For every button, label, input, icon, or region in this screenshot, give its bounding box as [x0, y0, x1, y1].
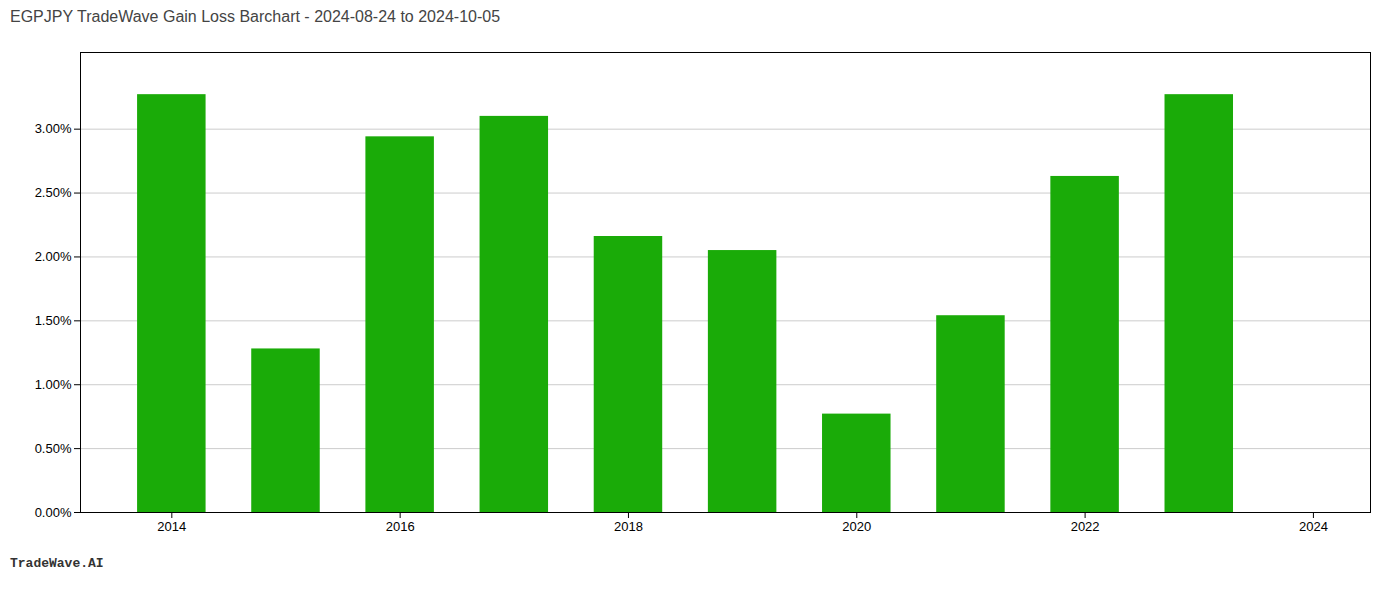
html-text:TradeWave.AI: TradeWave.AI	[10, 556, 104, 571]
svg-text:2022: 2022	[1071, 519, 1100, 534]
svg-text:2024: 2024	[1299, 519, 1328, 534]
svg-text:2018: 2018	[614, 519, 643, 534]
svg-text:0.00%: 0.00%	[35, 505, 72, 520]
svg-text:2.50%: 2.50%	[35, 185, 72, 200]
svg-text:2016: 2016	[386, 519, 415, 534]
svg-text:0.50%: 0.50%	[35, 441, 72, 456]
svg-text:3.00%: 3.00%	[35, 121, 72, 136]
svg-text:1.00%: 1.00%	[35, 377, 72, 392]
svg-text:1.50%: 1.50%	[35, 313, 72, 328]
svg-text:2020: 2020	[842, 519, 871, 534]
svg-text:2014: 2014	[157, 519, 186, 534]
svg-text:2.00%: 2.00%	[35, 249, 72, 264]
html-text:EGPJPY TradeWave Gain Loss Bar: EGPJPY TradeWave Gain Loss Barchart - 20…	[10, 8, 500, 25]
